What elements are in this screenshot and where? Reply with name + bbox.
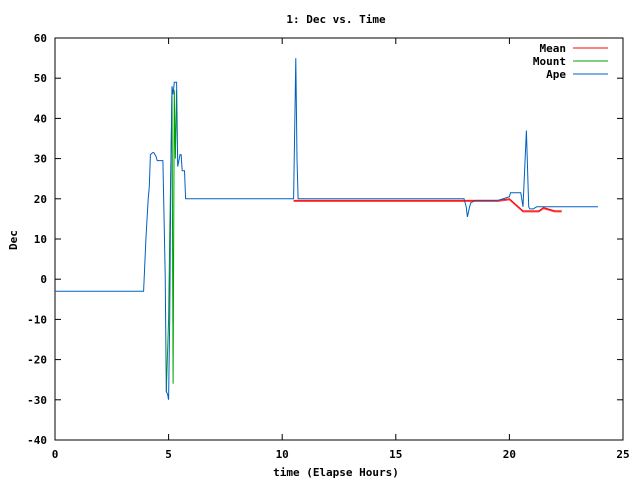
y-tick-label: -20: [27, 354, 47, 367]
x-axis-label: time (Elapse Hours): [273, 466, 399, 479]
x-tick-label: 15: [389, 448, 402, 461]
chart-title: 1: Dec vs. Time: [286, 13, 386, 26]
y-tick-label: 20: [34, 193, 47, 206]
legend-label: Mount: [533, 55, 566, 68]
y-tick-label: 40: [34, 112, 47, 125]
y-axis-label: Dec: [7, 230, 20, 250]
series-line-mean: [293, 198, 562, 212]
series-line-mount: [165, 90, 178, 392]
y-tick-label: 0: [40, 273, 47, 286]
axis-ticks: 0 5 10 15 20 25 60 50 40 30 20 10 0 -10 -20 -30 -40: [27, 32, 630, 461]
x-tick-label: 25: [616, 448, 629, 461]
x-tick-label: 20: [503, 448, 516, 461]
x-tick-label: 10: [276, 448, 289, 461]
x-tick-label: 5: [165, 448, 172, 461]
legend-label: Ape: [546, 68, 566, 81]
series-line-mean-overlay: [293, 199, 562, 213]
legend-label: Mean: [540, 42, 567, 55]
plot-frame: [54, 37, 624, 441]
y-tick-label: 50: [34, 72, 47, 85]
y-tick-label: 30: [34, 153, 47, 166]
y-tick-label: -10: [27, 313, 47, 326]
x-tick-label: 0: [52, 448, 59, 461]
y-tick-label: 60: [34, 32, 47, 45]
y-tick-label: 10: [34, 233, 47, 246]
series-line-ape: [55, 58, 598, 400]
y-tick-label: -30: [27, 394, 47, 407]
y-tick-label: -40: [27, 434, 47, 447]
series-lines: [55, 58, 598, 400]
